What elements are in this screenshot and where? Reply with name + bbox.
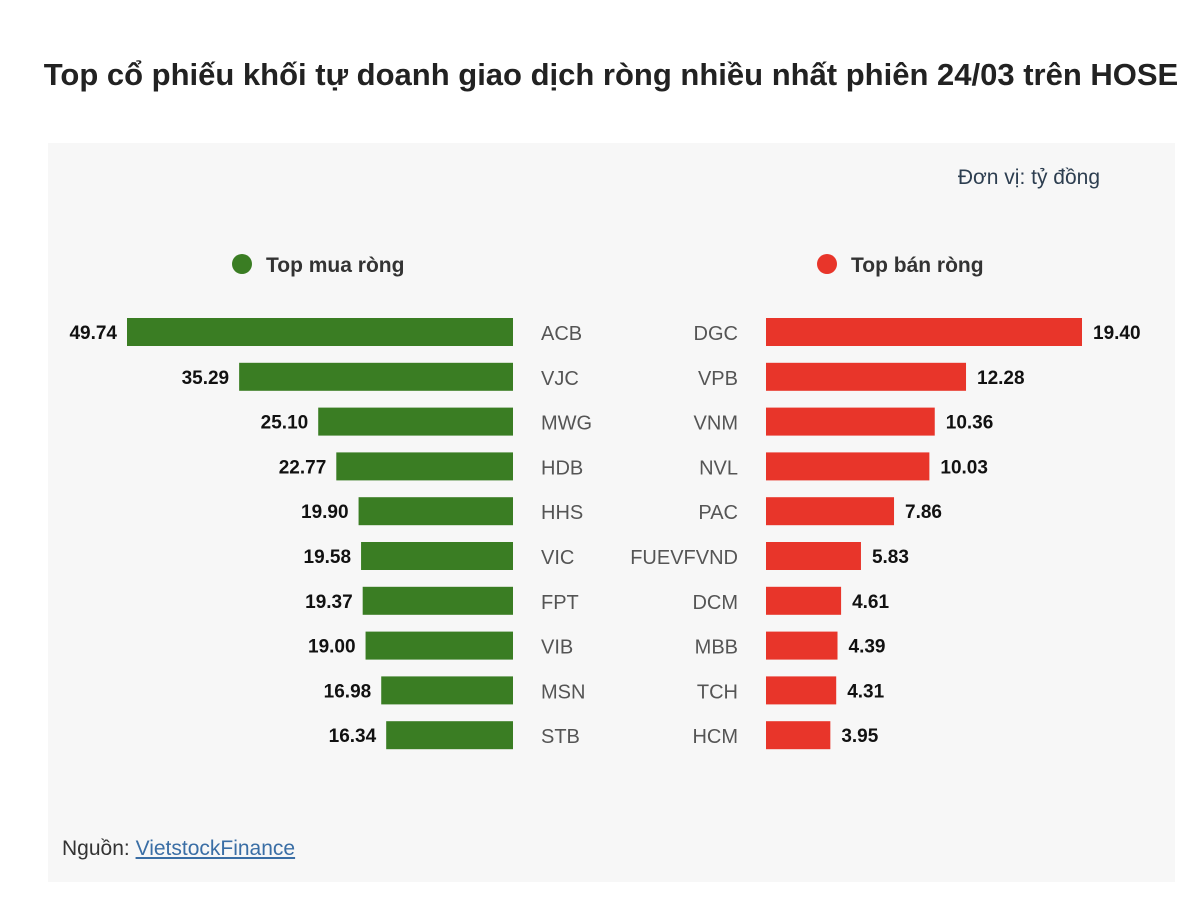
sell-ticker-label: HCM xyxy=(692,726,738,748)
buy-ticker-label: STB xyxy=(541,726,580,748)
buy-bar xyxy=(127,318,513,346)
buy-ticker-label: VIB xyxy=(541,637,573,659)
sell-bar xyxy=(766,542,861,570)
buy-bar xyxy=(361,542,513,570)
buy-ticker-label: FPT xyxy=(541,592,579,614)
sell-bar xyxy=(766,586,842,615)
buy-value-label: 22.77 xyxy=(279,457,327,478)
buy-bar xyxy=(239,362,513,391)
buy-value-label: 16.98 xyxy=(324,681,372,702)
sell-value-label: 3.95 xyxy=(841,726,878,747)
sell-value-label: 4.31 xyxy=(847,681,884,702)
sell-ticker-label: VPB xyxy=(698,368,738,390)
buy-ticker-label: HHS xyxy=(541,502,583,524)
buy-ticker-label: MSN xyxy=(541,681,585,703)
sell-bar xyxy=(766,407,935,436)
sell-bar xyxy=(766,452,930,481)
buy-value-label: 49.74 xyxy=(69,323,117,344)
chart-title: Top cổ phiếu khối tự doanh giao dịch ròn… xyxy=(43,57,1179,92)
source-note: Nguồn: VietstockFinance xyxy=(62,837,295,861)
buy-bar xyxy=(362,586,513,615)
sell-ticker-label: FUEVFVND xyxy=(630,547,738,569)
sell-bar xyxy=(766,631,838,660)
legend-buy-marker xyxy=(232,254,252,274)
buy-bar xyxy=(336,452,513,481)
sell-value-label: 12.28 xyxy=(977,368,1025,389)
sell-value-label: 4.39 xyxy=(849,637,886,658)
buy-value-label: 19.58 xyxy=(304,547,352,568)
buy-ticker-label: VIC xyxy=(541,547,574,569)
sell-bar xyxy=(766,362,967,391)
buy-bar xyxy=(386,721,513,750)
sell-bar xyxy=(766,676,837,705)
sell-bar xyxy=(766,497,895,526)
buy-value-label: 35.29 xyxy=(182,368,230,389)
sell-ticker-label: DCM xyxy=(692,592,738,614)
buy-bar xyxy=(365,631,513,660)
source-link[interactable]: VietstockFinance xyxy=(135,837,296,860)
sell-ticker-label: DGC xyxy=(694,323,738,345)
sell-value-label: 19.40 xyxy=(1093,323,1141,344)
buy-value-label: 19.00 xyxy=(308,637,356,658)
sell-value-label: 4.61 xyxy=(852,592,889,613)
unit-label: Đơn vị: tỷ đồng xyxy=(957,166,1100,189)
sell-bar xyxy=(766,721,831,750)
legend-sell-label: Top bán ròng xyxy=(851,254,984,277)
sell-ticker-label: VNM xyxy=(694,413,738,435)
sell-ticker-label: TCH xyxy=(697,681,738,703)
sell-value-label: 10.03 xyxy=(940,457,988,478)
buy-bar xyxy=(358,497,513,526)
sell-value-label: 7.86 xyxy=(905,502,942,523)
buy-ticker-label: VJC xyxy=(541,368,579,390)
sell-value-label: 5.83 xyxy=(872,547,909,568)
buy-value-label: 19.90 xyxy=(301,502,349,523)
sell-value-label: 10.36 xyxy=(946,413,994,434)
buy-bar xyxy=(318,407,513,436)
legend-buy-label: Top mua ròng xyxy=(266,254,404,277)
sell-bar xyxy=(766,318,1082,346)
buy-bar xyxy=(381,676,513,705)
buy-ticker-label: ACB xyxy=(541,323,582,345)
buy-ticker-label: HDB xyxy=(541,457,583,479)
buy-ticker-label: MWG xyxy=(541,413,592,435)
source-label: Nguồn: xyxy=(62,837,130,860)
buy-value-label: 25.10 xyxy=(261,413,309,434)
sell-ticker-label: NVL xyxy=(699,457,738,479)
sell-ticker-label: PAC xyxy=(698,502,738,524)
buy-value-label: 19.37 xyxy=(305,592,353,613)
sell-ticker-label: MBB xyxy=(695,637,738,659)
legend-sell-marker xyxy=(817,254,837,274)
buy-value-label: 16.34 xyxy=(329,726,377,747)
